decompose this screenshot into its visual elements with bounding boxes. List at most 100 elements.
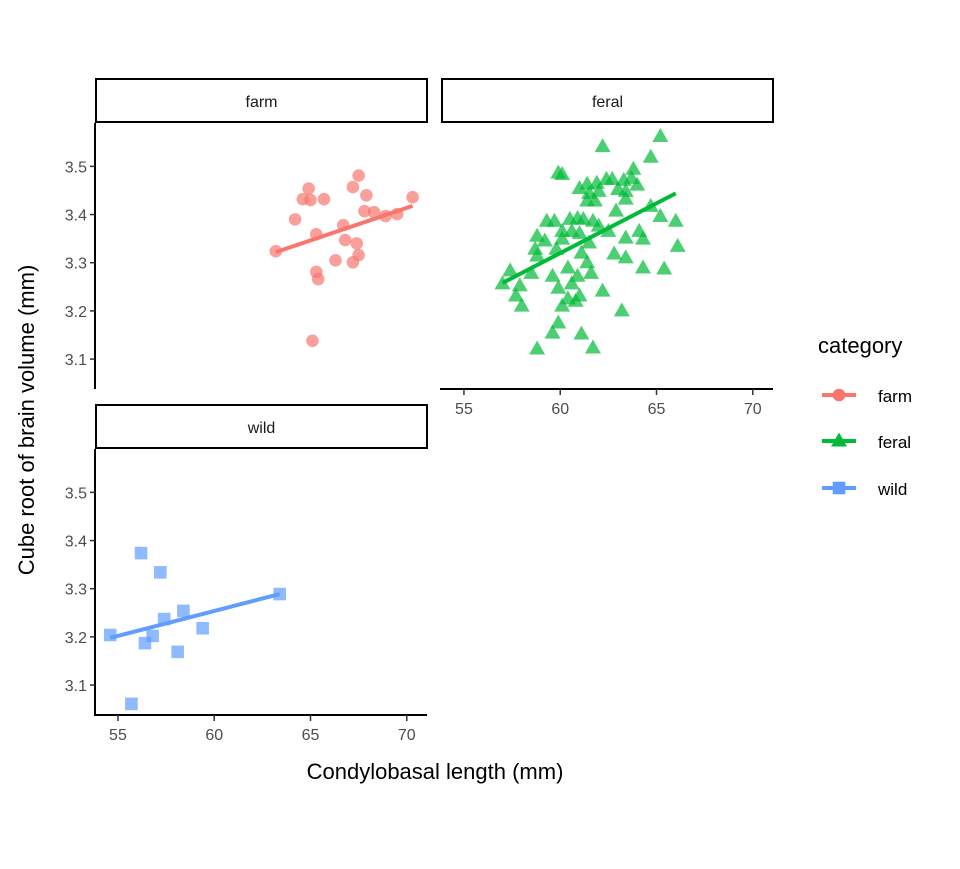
wild-point <box>196 621 209 635</box>
panel-farm <box>269 169 419 348</box>
feral-point <box>544 324 561 339</box>
feral-point <box>554 297 571 312</box>
wild-point <box>177 604 190 618</box>
y-tick-label: 3.3 <box>65 256 87 273</box>
feral-point <box>617 229 634 244</box>
feral-point <box>502 262 519 277</box>
legend-triangle-icon <box>831 432 847 447</box>
feral-point <box>511 277 528 292</box>
y-tick-label: 3.1 <box>65 678 87 695</box>
x-tick-label: 70 <box>398 727 416 744</box>
wild-fit-line <box>109 592 281 640</box>
feral-point <box>563 275 580 290</box>
feral-point <box>606 245 623 260</box>
feral-point <box>656 260 673 275</box>
legend-label-farm: farm <box>878 387 912 406</box>
feral-point <box>617 190 634 205</box>
x-tick-label: 70 <box>744 401 762 418</box>
feral-point <box>550 279 567 294</box>
feral-point <box>559 259 576 274</box>
farm-point <box>360 188 373 202</box>
farm-point <box>302 182 315 195</box>
feral-point <box>581 184 598 199</box>
wild-point <box>125 697 138 711</box>
feral-point <box>554 222 571 237</box>
farm-point <box>338 233 352 247</box>
feral-point <box>617 249 634 264</box>
feral-point <box>567 292 584 307</box>
farm-point <box>352 169 365 182</box>
legend-title: category <box>818 333 902 358</box>
feral-fit-line <box>501 191 677 285</box>
strip-label-wild: wild <box>247 420 276 437</box>
feral-point <box>652 207 669 222</box>
legend: category farm feral wild <box>818 333 912 499</box>
strip-wild: wild <box>95 404 428 449</box>
feral-point <box>609 180 626 195</box>
feral-point <box>507 287 524 302</box>
y-tick-label: 3.2 <box>65 304 87 321</box>
y-tick-label: 3.1 <box>65 352 87 369</box>
wild-point <box>171 645 184 659</box>
feral-point <box>652 127 669 142</box>
feral-point <box>625 160 642 175</box>
feral-point <box>536 232 553 247</box>
wild-point <box>134 546 148 560</box>
y-tick-label: 3.3 <box>65 582 87 599</box>
panel-feral <box>494 127 686 355</box>
y-tick-label: 3.5 <box>65 159 87 176</box>
feral-point <box>594 282 611 297</box>
x-tick-label: 60 <box>205 727 223 744</box>
farm-point <box>329 254 342 267</box>
farm-point <box>346 255 360 269</box>
farm-point <box>406 190 419 204</box>
legend-label-wild: wild <box>877 480 907 499</box>
feral-point <box>604 170 621 185</box>
y-tick-label: 3.2 <box>65 630 87 647</box>
farm-point <box>367 205 381 219</box>
feral-point <box>571 224 588 239</box>
legend-key-wild <box>822 481 856 495</box>
feral-point <box>590 217 607 232</box>
feral-point <box>544 267 561 282</box>
feral-point <box>586 192 603 207</box>
feral-point <box>584 339 601 354</box>
y-tick-label: 3.4 <box>65 534 87 551</box>
panel-wild <box>103 546 286 711</box>
feral-point <box>529 340 546 355</box>
farm-point <box>350 237 364 250</box>
feral-point <box>569 267 586 282</box>
feral-point <box>588 174 605 189</box>
feral-point <box>667 212 684 227</box>
farm-point <box>306 334 319 348</box>
x-tick-label: 65 <box>648 401 666 418</box>
legend-label-feral: feral <box>878 433 911 452</box>
feral-point <box>608 202 625 217</box>
feral-point <box>529 227 546 242</box>
farm-point <box>311 272 325 286</box>
feral-point <box>554 166 571 181</box>
feral-point <box>635 259 652 274</box>
x-axis-title: Condylobasal length (mm) <box>307 759 564 784</box>
feral-point <box>573 244 590 259</box>
legend-key-farm <box>822 388 856 402</box>
feral-point <box>642 148 659 163</box>
feral-point <box>571 180 588 195</box>
legend-square-icon <box>832 481 846 495</box>
feral-point <box>513 297 530 312</box>
feral-point <box>581 234 598 249</box>
strip-farm: farm <box>95 78 428 123</box>
farm-point <box>358 204 371 218</box>
feral-point <box>579 254 596 269</box>
strip-feral: feral <box>441 78 774 123</box>
x-tick-label: 55 <box>109 727 127 744</box>
feral-point <box>529 247 546 262</box>
legend-circle-icon <box>832 388 846 402</box>
strip-label-farm: farm <box>246 94 278 111</box>
feral-point <box>554 230 571 245</box>
farm-point <box>346 180 360 194</box>
farm-point <box>288 213 302 226</box>
feral-point <box>550 314 567 329</box>
strip-label-feral: feral <box>592 94 623 111</box>
